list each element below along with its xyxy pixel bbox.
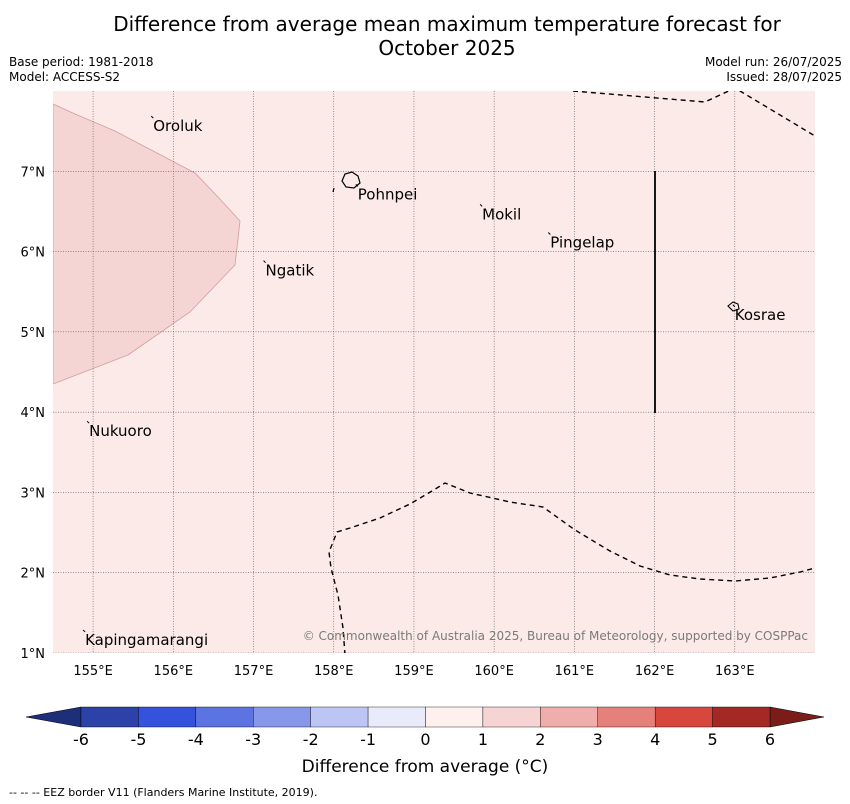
place-markers bbox=[82, 115, 736, 633]
copyright-text: © Commonwealth of Australia 2025, Bureau… bbox=[303, 629, 808, 643]
colorbar-segment bbox=[540, 706, 598, 728]
map-title: Difference from average mean maximum tem… bbox=[0, 12, 850, 60]
colorbar-tick-label: -4 bbox=[188, 730, 204, 749]
meta-right: Model run: 26/07/2025 Issued: 28/07/2025 bbox=[705, 55, 842, 85]
anomaly-region bbox=[53, 103, 241, 385]
lon-tick-label: 163°E bbox=[715, 664, 755, 679]
place-marker bbox=[82, 629, 86, 633]
lon-tick-label: 158°E bbox=[314, 664, 354, 679]
lat-tick-label: 6°N bbox=[21, 246, 46, 261]
lat-tick-label: 1°N bbox=[21, 647, 46, 662]
place-marker bbox=[479, 204, 483, 207]
colorbar-tick-label: 4 bbox=[650, 730, 660, 749]
colorbar-tick-label: -1 bbox=[360, 730, 376, 749]
colorbar-tick-label: -3 bbox=[245, 730, 261, 749]
lon-tick-label: 161°E bbox=[555, 664, 595, 679]
place-marker bbox=[86, 420, 90, 424]
colorbar-tick-label: 1 bbox=[478, 730, 488, 749]
lon-tick-label: 159°E bbox=[394, 664, 434, 679]
base-period-text: Base period: 1981-2018 bbox=[9, 55, 154, 69]
colorbar-tick-label: 3 bbox=[593, 730, 603, 749]
place-label: Kapingamarangi bbox=[85, 631, 208, 649]
pohnpei-islet bbox=[332, 187, 335, 193]
colorbar-segment bbox=[482, 706, 541, 728]
place-label: Pohnpei bbox=[358, 185, 418, 203]
model-text: Model: ACCESS-S2 bbox=[9, 70, 121, 84]
colorbar-segment bbox=[80, 706, 139, 728]
map-title-line1: Difference from average mean maximum tem… bbox=[113, 12, 781, 36]
colorbar-tick-label: 0 bbox=[420, 730, 430, 749]
colorbar-tick-label: 2 bbox=[535, 730, 545, 749]
colorbar-segment bbox=[654, 706, 713, 728]
colorbar-segment bbox=[712, 706, 771, 728]
eez-footnote: -- -- -- EEZ border V11 (Flanders Marine… bbox=[9, 786, 318, 799]
place-marker bbox=[547, 232, 551, 235]
lon-tick-label: 160°E bbox=[474, 664, 514, 679]
issued-text: Issued: 28/07/2025 bbox=[726, 70, 842, 84]
colorbar-tick-label: 5 bbox=[707, 730, 717, 749]
lon-tick-label: 155°E bbox=[73, 664, 113, 679]
lon-tick-label: 157°E bbox=[234, 664, 274, 679]
colorbar-tick-label: -6 bbox=[73, 730, 89, 749]
colorbar-label: Difference from average (°C) bbox=[301, 757, 549, 777]
place-label: Oroluk bbox=[153, 117, 202, 135]
place-label: Kosrae bbox=[735, 306, 786, 324]
place-label: Pingelap bbox=[550, 234, 614, 252]
colorbar-segment bbox=[195, 706, 254, 728]
eez-border-north bbox=[572, 91, 815, 137]
colorbar-segment bbox=[425, 706, 484, 728]
place-label: Ngatik bbox=[266, 262, 315, 280]
colorbar-under-arrow bbox=[25, 706, 82, 728]
lat-tick-label: 7°N bbox=[21, 165, 46, 180]
eez-border-south bbox=[328, 482, 815, 653]
meta-left: Base period: 1981-2018 Model: ACCESS-S2 bbox=[9, 55, 154, 85]
colorbar-segment bbox=[138, 706, 197, 728]
colorbar-segment bbox=[597, 706, 656, 728]
lat-tick-label: 5°N bbox=[21, 326, 46, 341]
model-run-text: Model run: 26/07/2025 bbox=[704, 55, 842, 69]
colorbar: -6 -5 -4 -3 -2 -1 0 1 2 3 4 5 6 bbox=[25, 706, 825, 749]
colorbar-over-arrow bbox=[769, 706, 825, 728]
lon-tick-label: 156°E bbox=[154, 664, 194, 679]
colorbar-tick-label: -5 bbox=[130, 730, 146, 749]
kosrae-island bbox=[727, 301, 740, 312]
place-label: Mokil bbox=[482, 205, 521, 223]
colorbar-tick-label: -2 bbox=[303, 730, 319, 749]
place-label: Nukuoro bbox=[89, 422, 152, 440]
place-labels: Oroluk Pohnpei Mokil Pingelap Ngatik Kosrae Nu… bbox=[85, 117, 785, 649]
place-marker bbox=[150, 115, 154, 119]
colorbar-segment bbox=[253, 706, 311, 728]
map-title-line2: October 2025 bbox=[378, 36, 516, 60]
colorbar-segment bbox=[310, 706, 369, 728]
place-marker bbox=[732, 304, 736, 308]
axis-labels: 155°E 156°E 157°E 158°E 159°E 160°E 161°E 162°E… bbox=[21, 165, 755, 679]
lat-tick-label: 4°N bbox=[21, 406, 46, 421]
place-marker bbox=[355, 183, 359, 187]
lat-tick-label: 2°N bbox=[21, 567, 46, 582]
colorbar-tick-label: 6 bbox=[765, 730, 775, 749]
place-marker bbox=[263, 260, 266, 263]
colorbar-segment bbox=[367, 706, 426, 728]
lat-tick-label: 3°N bbox=[21, 486, 46, 501]
lon-tick-label: 162°E bbox=[635, 664, 675, 679]
